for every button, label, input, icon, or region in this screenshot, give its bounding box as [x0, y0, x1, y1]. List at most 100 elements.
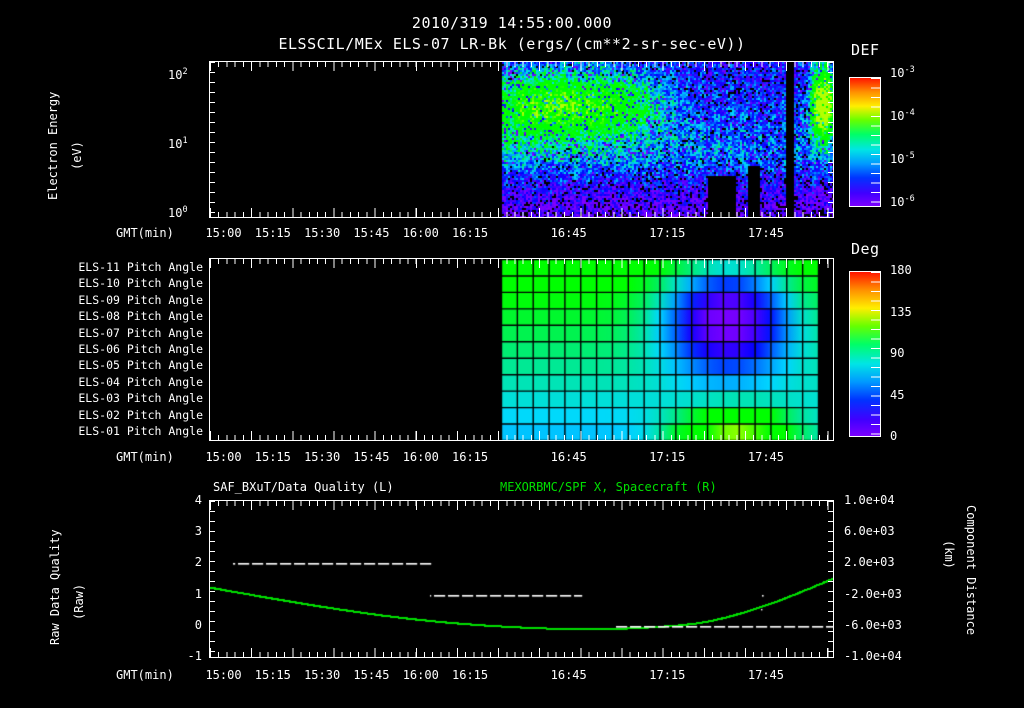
p1-colorbar-tick-3: 10-6	[890, 194, 915, 209]
p1-ytick-1-mantissa: 10	[168, 137, 183, 151]
p1-right-minor-ticks	[828, 62, 833, 217]
p1-cb-tick-2-exponent: -5	[904, 151, 915, 161]
p2-colorbar-title: Deg	[851, 240, 880, 258]
p1-ylabel: Electron Energy	[46, 92, 60, 200]
pitch-row-label-10: ELS-10 Pitch Angle	[78, 276, 203, 291]
p2-colorbar-tick-0: 180	[890, 263, 912, 277]
pitch-row-label-3: ELS-03 Pitch Angle	[78, 391, 203, 406]
pitch-row-label-8: ELS-08 Pitch Angle	[78, 309, 203, 324]
p1-cb-tick-1-exponent: -4	[904, 108, 915, 118]
p3-ytick-right-3: -2.0e+03	[844, 586, 902, 601]
pitch-row-label-1: ELS-01 Pitch Angle	[78, 424, 203, 439]
p1-colorbar	[849, 77, 881, 207]
p3-ytick-left-5: -1	[187, 649, 202, 663]
p3-ytick-right-5: -1.0e+04	[844, 649, 902, 663]
p2-xtick-7: 17:15	[649, 450, 686, 464]
p3-xtick-3: 15:45	[353, 668, 390, 682]
p3-ylabel-right-units-text: (km)	[942, 540, 956, 569]
p3-ytick-left-3: 1	[194, 586, 202, 601]
p3-ylabel-right-units: (km)	[942, 540, 956, 569]
p2-colorbar-tick-3: 45	[890, 387, 905, 402]
p1-ytick-2-mantissa: 10	[168, 206, 183, 220]
p1-xtick-7: 17:15	[649, 226, 686, 240]
p3-ytick-left-0: 4	[194, 493, 202, 507]
pitch-row-label-6: ELS-06 Pitch Angle	[78, 342, 203, 356]
p3-xtick-8: 17:45	[747, 668, 784, 682]
p1-ytick-0: 102	[168, 67, 188, 82]
p1-cb-tick-3-mantissa: 10	[890, 195, 905, 209]
p2-xtick-4: 16:00	[402, 450, 439, 464]
pitch-row-label-7: ELS-07 Pitch Angle	[78, 325, 203, 340]
p3-right-minor-ticks	[828, 501, 833, 657]
p3-ytick-right-4: -6.0e+03	[844, 617, 902, 632]
p3-xtick-4: 16:00	[402, 668, 439, 682]
p2-xtick-3: 15:45	[353, 450, 390, 464]
p1-colorbar-tick-0: 10-3	[890, 65, 915, 80]
page-subtitle: ELSSCIL/MEx ELS-07 LR-Bk (ergs/(cm**2-sr…	[278, 35, 746, 53]
p3-ytick-right-1: 6.0e+03	[844, 524, 895, 539]
p1-ytick-1-exponent: 1	[182, 136, 188, 146]
p1-xtick-2: 15:30	[304, 226, 341, 240]
p1-ylabel-units-text: (eV)	[70, 141, 84, 170]
p1-cb-tick-0-exponent: -3	[904, 65, 915, 75]
p3-ytick-right-2: 2.0e+03	[844, 555, 895, 570]
p3-xtick-2: 15:30	[304, 668, 341, 682]
p2-colorbar-tick-2: 90	[890, 346, 905, 360]
pitch-row-label-4: ELS-04 Pitch Angle	[78, 374, 203, 389]
p2-xtick-1: 15:15	[254, 450, 291, 464]
p1-xtick-4: 16:00	[402, 226, 439, 240]
p1-xtick-5: 16:15	[452, 226, 489, 240]
page-title-timestamp: 2010/319 14:55:00.000	[411, 14, 613, 32]
p1-bottom-major-ticks	[210, 208, 833, 217]
p1-ytick-2: 100	[168, 205, 188, 220]
p3-title-right: MEXORBMC/SPF X, Spacecraft (R)	[500, 480, 717, 494]
p1-colorbar-title: DEF	[851, 41, 880, 59]
p3-bottom-major-ticks	[210, 648, 833, 657]
p1-ylabel-text: Electron Energy	[46, 91, 60, 200]
p1-ylabel-units: (eV)	[70, 141, 84, 170]
pitch-row-label-9: ELS-09 Pitch Angle	[78, 292, 203, 307]
p2-xaxis-label: GMT(min)	[116, 450, 174, 464]
energy-spectrogram-image	[210, 62, 833, 217]
p1-xtick-1: 15:15	[254, 226, 291, 240]
p2-xtick-2: 15:30	[304, 450, 341, 464]
p2-xtick-0: 15:00	[205, 450, 242, 464]
p3-left-minor-ticks	[210, 501, 215, 657]
p2-bottom-major-ticks	[210, 431, 833, 440]
p1-colorbar-tick-1: 10-4	[890, 108, 915, 123]
p2-colorbar	[849, 271, 881, 437]
p1-xtick-8: 17:45	[747, 226, 784, 240]
p1-xtick-6: 16:45	[550, 226, 587, 240]
pitch-angle-image	[210, 259, 833, 440]
p1-xtick-3: 15:45	[353, 226, 390, 240]
pitch-row-label-2: ELS-02 Pitch Angle	[78, 407, 203, 422]
p3-title-left: SAF_BXuT/Data Quality (L)	[213, 480, 394, 494]
p1-xtick-0: 15:00	[205, 226, 242, 240]
data-quality-plot	[210, 501, 833, 657]
p3-xtick-0: 15:00	[205, 668, 242, 682]
p3-xtick-7: 17:15	[649, 668, 686, 682]
pitch-row-label-11: ELS-11 Pitch Angle	[78, 259, 203, 274]
p1-ytick-2-exponent: 0	[182, 205, 188, 215]
p2-xtick-5: 16:15	[452, 450, 489, 464]
p3-ytick-left-4: 0	[194, 617, 202, 632]
p3-xtick-1: 15:15	[254, 668, 291, 682]
p2-xtick-8: 17:45	[747, 450, 784, 464]
p1-xaxis-label: GMT(min)	[116, 226, 174, 240]
p3-ylabel-right: Component Distance	[964, 505, 978, 635]
p3-ytick-right-0: 1.0e+04	[844, 493, 895, 507]
p2-colorbar-tick-1: 135	[890, 304, 912, 319]
p1-cb-tick-1-mantissa: 10	[890, 109, 905, 123]
p3-ytick-left-1: 3	[194, 524, 202, 539]
p2-xtick-6: 16:45	[550, 450, 587, 464]
p3-ytick-left-2: 2	[194, 555, 202, 570]
p3-xtick-6: 16:45	[550, 668, 587, 682]
pitch-row-label-5: ELS-05 Pitch Angle	[78, 358, 203, 373]
p1-cb-tick-0-mantissa: 10	[890, 66, 905, 80]
p1-cb-tick-2-mantissa: 10	[890, 152, 905, 166]
p1-cb-tick-3-exponent: -6	[904, 194, 915, 204]
p1-ytick-0-mantissa: 10	[168, 68, 183, 82]
p1-ytick-0-exponent: 2	[182, 67, 188, 77]
p3-xaxis-label: GMT(min)	[116, 668, 174, 682]
